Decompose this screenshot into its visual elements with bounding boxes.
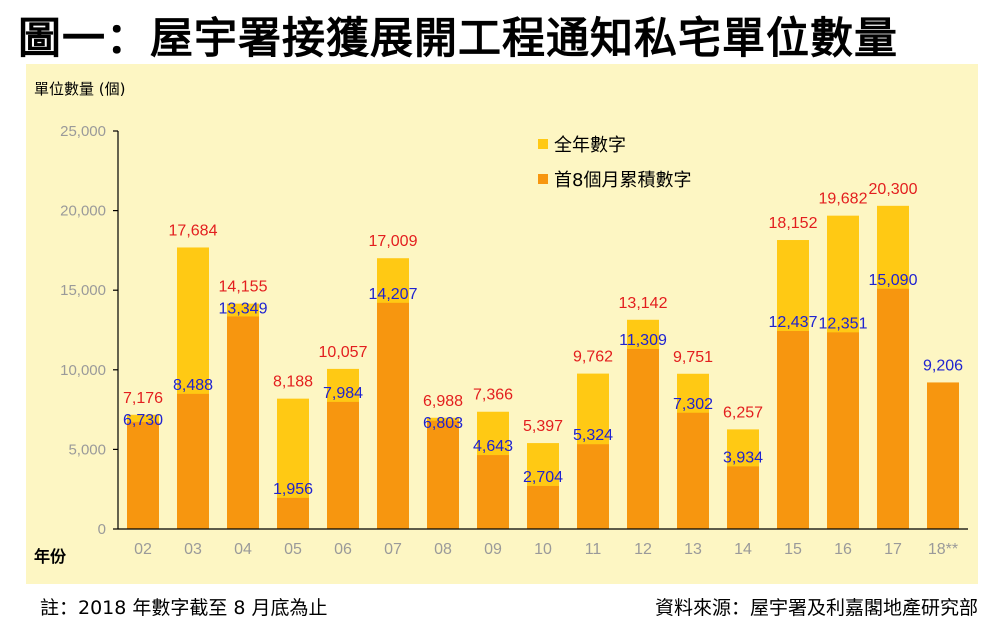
data-label-first-8-months: 9,206 (923, 357, 963, 374)
y-tick-label: 0 (98, 521, 106, 538)
bar-first-8-months (827, 332, 859, 529)
page-title: 圖一：屋宇署接獲展開工程通知私宅單位數量 (18, 14, 898, 64)
y-tick-label: 25,000 (60, 123, 106, 140)
x-tick-label: 04 (234, 541, 252, 558)
data-label-first-8-months: 3,934 (723, 449, 763, 466)
bar-first-8-months (527, 485, 559, 529)
bars (127, 205, 959, 530)
data-label-first-8-months: 7,302 (673, 396, 713, 413)
data-label-full-year: 6,988 (423, 393, 463, 410)
x-tick-label: 02 (134, 541, 152, 558)
bar-first-8-months (777, 331, 809, 529)
x-tick-label: 08 (434, 541, 452, 558)
x-tick-label: 07 (384, 541, 402, 558)
data-label-first-8-months: 6,803 (423, 415, 463, 432)
bar-first-8-months (127, 421, 159, 529)
data-label-first-8-months: 2,704 (523, 469, 563, 486)
x-tick-label: 09 (484, 541, 502, 558)
data-label-full-year: 17,009 (369, 233, 418, 250)
data-label-full-year: 18,152 (769, 215, 818, 232)
x-tick-label: 10 (534, 541, 552, 558)
x-tick-label: 03 (184, 541, 202, 558)
x-tick-label: 13 (684, 541, 702, 558)
data-label-first-8-months: 13,349 (219, 301, 268, 318)
bar-first-8-months (427, 420, 459, 529)
data-label-full-year: 10,057 (319, 344, 368, 361)
data-label-full-year: 13,142 (619, 295, 668, 312)
x-tick-label: 17 (884, 541, 902, 558)
bar-first-8-months (177, 393, 209, 529)
x-axis-title: 年份 (34, 547, 67, 566)
data-label-first-8-months: 1,956 (273, 481, 313, 498)
data-label-full-year: 7,366 (473, 387, 513, 404)
data-label-full-year: 6,257 (723, 404, 763, 421)
x-tick-label: 18** (928, 541, 958, 558)
y-tick-label: 20,000 (60, 203, 106, 220)
x-tick-label: 15 (784, 541, 802, 558)
bar-first-8-months (227, 316, 259, 529)
bar-first-8-months (477, 455, 509, 529)
x-tick-label: 14 (734, 541, 752, 558)
data-label-first-8-months: 11,309 (619, 332, 667, 349)
legend-label-full-year: 全年數字 (554, 135, 626, 156)
y-tick-label: 5,000 (68, 441, 106, 458)
data-label-first-8-months: 14,207 (369, 286, 418, 303)
legend-label-first-8-months: 首8個月累積數字 (554, 170, 691, 191)
data-label-full-year: 19,682 (819, 191, 868, 208)
data-label-full-year: 9,762 (573, 349, 613, 366)
data-label-first-8-months: 15,090 (869, 272, 918, 289)
data-label-full-year: 9,751 (673, 349, 713, 366)
bar-first-8-months (277, 497, 309, 529)
x-tick-label: 06 (334, 541, 352, 558)
data-label-full-year: 5,397 (523, 418, 563, 435)
bar-first-8-months (577, 444, 609, 529)
data-label-first-8-months: 5,324 (573, 427, 613, 444)
bar-first-8-months (877, 288, 909, 529)
data-label-first-8-months: 8,488 (173, 377, 213, 394)
bar-first-8-months (727, 466, 759, 529)
x-tick-label: 16 (834, 541, 852, 558)
data-label-first-8-months: 12,437 (769, 314, 818, 331)
x-tick-label: 11 (585, 541, 602, 558)
bar-labels: 7,176 6,730 17,684 8,488 14,155 13,349 8,188 1,… (123, 181, 963, 498)
x-tick-label: 12 (634, 541, 652, 558)
chart-panel: 單位數量 (個) 年份 全年數字 首8個月累積數字 0 5,000 10,000 15… (26, 64, 978, 584)
x-tick-label: 05 (284, 541, 302, 558)
y-tick-label: 15,000 (60, 282, 106, 299)
data-label-full-year: 14,155 (219, 279, 268, 296)
data-label-full-year: 20,300 (869, 181, 918, 198)
bar-first-8-months (927, 382, 959, 529)
x-axis: 02 03 04 05 06 07 08 09 10 11 12 13 14 15 16 17 18** (118, 528, 968, 558)
bar-first-8-months (377, 302, 409, 529)
footnote: 註：2018 年數字截至 8 月底為止 (40, 597, 328, 619)
y-axis-title: 單位數量 (個) (34, 80, 125, 98)
data-label-first-8-months: 7,984 (323, 385, 363, 402)
data-label-full-year: 8,188 (273, 374, 313, 391)
data-label-full-year: 17,684 (169, 222, 218, 239)
bar-first-8-months (327, 401, 359, 529)
bar-first-8-months (627, 348, 659, 529)
bar-chart: 單位數量 (個) 年份 全年數字 首8個月累積數字 0 5,000 10,000 15… (34, 80, 968, 566)
data-label-first-8-months: 12,351 (819, 315, 868, 332)
data-label-full-year: 7,176 (123, 390, 163, 407)
legend-swatch-full-year (538, 139, 548, 149)
data-label-first-8-months: 4,643 (473, 438, 513, 455)
data-label-first-8-months: 6,730 (123, 412, 163, 429)
legend: 全年數字 首8個月累積數字 (538, 135, 691, 191)
legend-swatch-first-8-months (538, 174, 548, 184)
bar-first-8-months (677, 412, 709, 529)
y-tick-label: 10,000 (60, 362, 106, 379)
source-note: 資料來源：屋宇署及利嘉閣地產研究部 (654, 597, 978, 619)
y-axis: 0 5,000 10,000 15,000 20,000 25,000 (60, 123, 119, 538)
